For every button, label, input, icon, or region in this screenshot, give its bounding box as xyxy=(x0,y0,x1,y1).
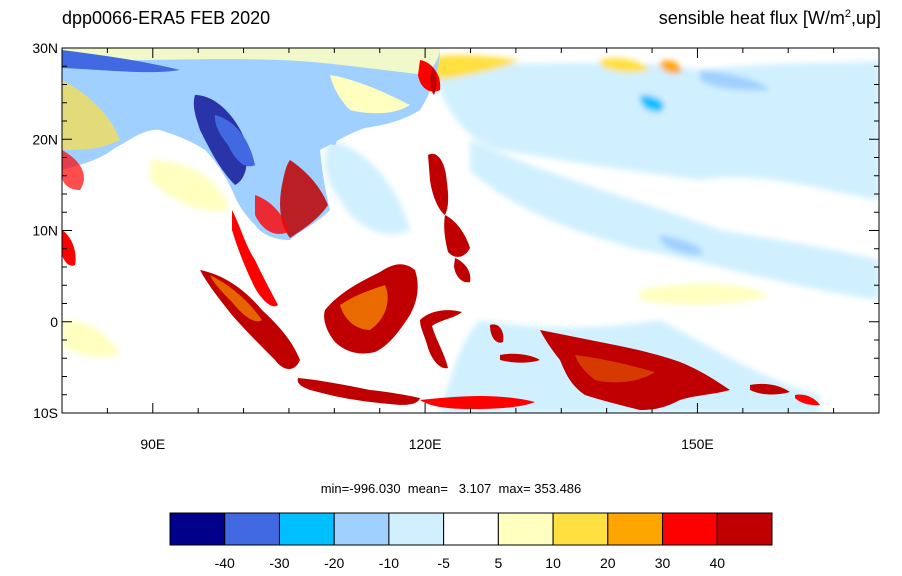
new-guinea xyxy=(540,330,730,410)
sulawesi xyxy=(420,310,462,369)
map-title: dpp0066-ERA5 FEB 2020 xyxy=(62,8,271,28)
lat-label: 10S xyxy=(33,405,58,421)
lat-label: 30N xyxy=(32,40,58,56)
colorbar-swatch xyxy=(443,512,499,546)
longitude-labels: 90E 120E 150E xyxy=(140,436,713,452)
new-britain xyxy=(750,383,790,395)
colorbar-label: -40 xyxy=(215,555,235,571)
malay-peninsula xyxy=(232,210,278,307)
colorbar-swatch xyxy=(224,512,280,546)
hainan xyxy=(324,128,337,145)
colorbar-swatch xyxy=(388,512,445,546)
seram xyxy=(500,353,540,363)
colorbar-swatch xyxy=(169,512,226,546)
philippines xyxy=(428,153,471,283)
colorbar-swatch xyxy=(716,512,773,546)
moluccas xyxy=(490,324,504,343)
colorbar-label: 30 xyxy=(655,555,671,571)
colorbar-swatch xyxy=(333,512,390,546)
lat-label: 20N xyxy=(32,131,58,147)
colorbar-label: -10 xyxy=(379,555,399,571)
variable-title: sensible heat flux [W/m2,up] xyxy=(659,8,881,29)
statistics-line: min=-996.030 mean= 3.107 max= 353.486 xyxy=(320,481,582,496)
colorbar-swatch xyxy=(278,512,335,546)
colorbar-swatch xyxy=(607,512,664,546)
colorbar-label: 5 xyxy=(494,555,502,571)
colorbar-label: -5 xyxy=(437,555,450,571)
variable-title-exponent: 2 xyxy=(844,8,851,20)
lesser-sunda xyxy=(420,396,535,409)
latitude-labels: 30N 20N 10N 0 10S xyxy=(32,40,58,421)
asian-mainland xyxy=(62,48,441,240)
colorbar: -40 -30 -20 -10 -5 5 10 20 30 40 xyxy=(169,512,773,571)
colorbar-label: 20 xyxy=(600,555,616,571)
variable-title-main: sensible heat flux [W/m xyxy=(658,8,845,28)
lon-label: 90E xyxy=(140,436,165,452)
india-coast xyxy=(62,230,76,266)
colorbar-label: -20 xyxy=(324,555,344,571)
map-plot: 30N 20N 10N 0 10S 90E 120E 150E xyxy=(32,40,880,452)
flux-field xyxy=(62,48,879,413)
colorbar-label: 10 xyxy=(545,555,561,571)
colorbar-swatch xyxy=(497,512,554,546)
lon-label: 120E xyxy=(409,436,442,452)
colorbar-swatch xyxy=(662,512,718,546)
java xyxy=(297,378,420,405)
axis-ticks xyxy=(61,47,880,414)
lat-label: 10N xyxy=(32,223,58,239)
taiwan xyxy=(430,68,437,95)
lon-label: 150E xyxy=(681,436,714,452)
variable-title-suffix: ,up] xyxy=(850,8,881,28)
solomon-islands xyxy=(795,394,820,406)
lat-label: 0 xyxy=(50,314,58,330)
colorbar-swatch xyxy=(552,512,609,546)
colorbar-label: 40 xyxy=(709,555,725,571)
colorbar-label: -30 xyxy=(269,555,289,571)
